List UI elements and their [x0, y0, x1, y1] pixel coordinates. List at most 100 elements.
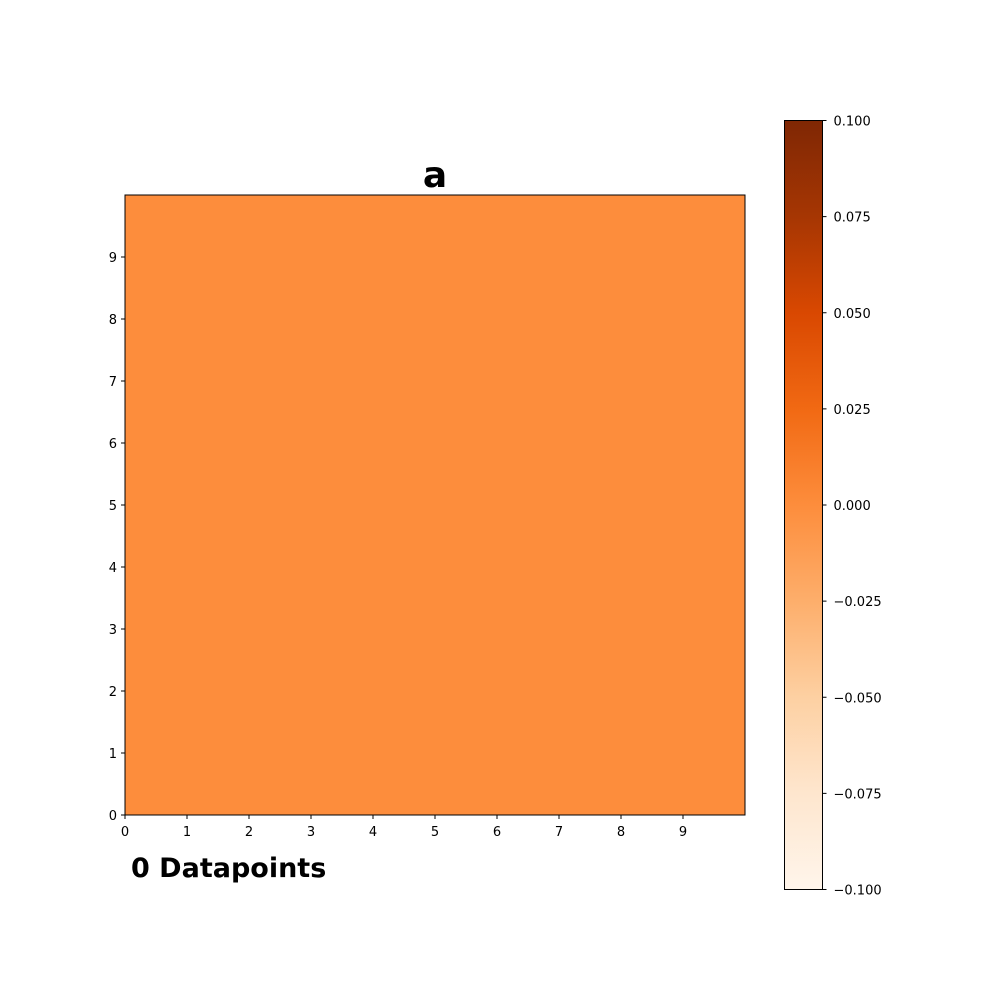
colorbar-tick-label: 0.100 [834, 115, 871, 130]
colorbar [785, 121, 823, 890]
heatmap-cell [621, 691, 684, 754]
heatmap-cell [559, 691, 622, 754]
y-tick-label: 5 [109, 499, 117, 514]
x-tick-label: 3 [307, 825, 315, 840]
heatmap-cell [125, 443, 188, 506]
heatmap-cell [683, 319, 746, 382]
heatmap-cell [311, 381, 374, 444]
heatmap-cell [559, 629, 622, 692]
heatmap-cell [621, 319, 684, 382]
heatmap-cell [683, 257, 746, 320]
x-tick-label: 0 [121, 825, 129, 840]
heatmap-cell [435, 505, 498, 568]
heatmap-cell [125, 195, 188, 258]
colorbar-tick-label: −0.100 [834, 884, 882, 899]
chart-title: a [423, 155, 447, 196]
x-tick-label: 9 [679, 825, 687, 840]
heatmap-cell [125, 257, 188, 320]
heatmap-cell [249, 629, 312, 692]
heatmap-cell [187, 381, 250, 444]
heatmap-cell [435, 567, 498, 630]
heatmap-cell [621, 753, 684, 816]
heatmap-cell [559, 257, 622, 320]
x-tick-label: 6 [493, 825, 501, 840]
heatmap-cell [249, 691, 312, 754]
heatmap-cell [311, 753, 374, 816]
heatmap-cell [621, 381, 684, 444]
heatmap-cell [435, 257, 498, 320]
heatmap-cell [311, 567, 374, 630]
heatmap-cell [249, 195, 312, 258]
heatmap-cell [373, 195, 436, 258]
heatmap-cell [683, 691, 746, 754]
heatmap-cells [125, 195, 746, 816]
colorbar-tick-label: 0.050 [834, 307, 871, 322]
y-tick-label: 9 [109, 251, 117, 266]
datapoint-count-annotation: 0 Datapoints [131, 853, 326, 884]
x-tick-label: 7 [555, 825, 563, 840]
heatmap-cell [435, 195, 498, 258]
heatmap-cell [311, 443, 374, 506]
heatmap-cell [683, 195, 746, 258]
x-tick-label: 8 [617, 825, 625, 840]
heatmap-cell [187, 567, 250, 630]
heatmap-cell [311, 319, 374, 382]
heatmap-cell [249, 319, 312, 382]
heatmap-cell [125, 319, 188, 382]
heatmap-cell [683, 505, 746, 568]
y-tick-label: 1 [109, 747, 117, 762]
heatmap-cell [249, 381, 312, 444]
y-axis: 0 1 2 3 4 5 6 7 8 9 [109, 251, 125, 824]
heatmap-cell [497, 629, 560, 692]
heatmap-cell [311, 195, 374, 258]
x-tick-label: 2 [245, 825, 253, 840]
heatmap-cell [373, 629, 436, 692]
heatmap-cell [559, 567, 622, 630]
heatmap-cell [497, 443, 560, 506]
heatmap-cell [435, 629, 498, 692]
heatmap-cell [249, 567, 312, 630]
y-tick-label: 8 [109, 313, 117, 328]
heatmap-cell [187, 753, 250, 816]
heatmap-cell [497, 691, 560, 754]
heatmap-cell [435, 443, 498, 506]
heatmap-cell [621, 567, 684, 630]
colorbar-tick-label: −0.025 [834, 595, 882, 610]
heatmap-cell [187, 691, 250, 754]
heatmap-cell [249, 753, 312, 816]
heatmap-cell [125, 629, 188, 692]
heatmap-cell [125, 567, 188, 630]
y-tick-label: 7 [109, 375, 117, 390]
heatmap-cell [373, 443, 436, 506]
x-tick-label: 4 [369, 825, 377, 840]
heatmap-cell [373, 319, 436, 382]
heatmap-cell [559, 443, 622, 506]
heatmap-cell [497, 257, 560, 320]
heatmap-cell [311, 629, 374, 692]
heatmap-cell [497, 381, 560, 444]
colorbar-tick-label: 0.000 [834, 499, 871, 514]
heatmap-cell [497, 567, 560, 630]
heatmap-cell [249, 443, 312, 506]
heatmap-cell [497, 753, 560, 816]
heatmap-cell [559, 195, 622, 258]
heatmap-cell [187, 195, 250, 258]
heatmap-cell [311, 691, 374, 754]
heatmap-cell [435, 753, 498, 816]
heatmap-cell [373, 567, 436, 630]
heatmap-cell [435, 381, 498, 444]
heatmap-cell [373, 505, 436, 568]
heatmap-cell [311, 257, 374, 320]
heatmap-cell [621, 257, 684, 320]
colorbar-tick-label: −0.075 [834, 787, 882, 802]
heatmap-cell [559, 319, 622, 382]
heatmap-cell [125, 691, 188, 754]
x-axis: 0 1 2 3 4 5 6 7 8 9 [121, 815, 687, 840]
heatmap-cell [125, 505, 188, 568]
heatmap-cell [187, 319, 250, 382]
y-tick-label: 2 [109, 685, 117, 700]
heatmap-cell [373, 753, 436, 816]
x-tick-label: 5 [431, 825, 439, 840]
heatmap-cell [187, 629, 250, 692]
